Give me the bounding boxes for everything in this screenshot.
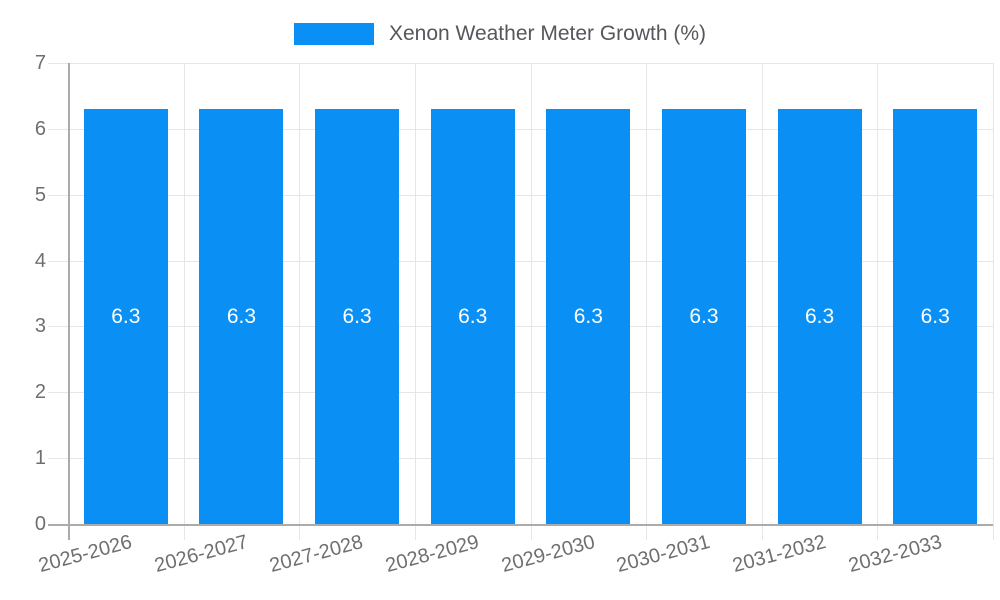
y-axis-tick-label: 4 [34, 249, 46, 272]
y-gridline [48, 392, 993, 394]
bar-value-label: 6.3 [226, 304, 257, 328]
y-gridline [48, 326, 993, 328]
y-gridline [48, 63, 993, 64]
y-gridline [48, 128, 993, 130]
x-gridline [530, 63, 532, 540]
x-axis-line [48, 524, 993, 526]
legend[interactable]: Xenon Weather Meter Growth (%) [0, 20, 1000, 48]
x-gridline [993, 63, 994, 540]
legend-label: Xenon Weather Meter Growth (%) [388, 22, 707, 45]
y-axis-tick-label: 0 [34, 513, 46, 535]
bar-2026-2027[interactable]: 6.3 [199, 109, 284, 524]
bar-value-label: 6.3 [689, 304, 719, 328]
y-axis-tick-label: 2 [34, 381, 46, 404]
y-gridline [48, 194, 993, 196]
x-axis-tick-label: 2029-2030 [498, 531, 598, 578]
x-axis-tick-label: 2031-2032 [730, 531, 829, 578]
bar-2029-2030[interactable]: 6.3 [546, 109, 631, 524]
y-gridline [48, 458, 993, 460]
bar-value-label: 6.3 [111, 304, 141, 328]
x-gridline [877, 63, 879, 540]
x-axis-tick-label: 2032-2033 [845, 531, 944, 578]
y-axis-tick-label: 1 [34, 447, 46, 470]
y-axis-tick-label: 3 [34, 315, 46, 338]
bar-2032-2033[interactable]: 6.3 [893, 109, 978, 524]
x-gridline [299, 63, 301, 540]
x-axis-tick-label: 2027-2028 [267, 531, 366, 578]
bar-2028-2029[interactable]: 6.3 [430, 109, 515, 524]
x-axis-tick-label: 2025-2026 [36, 531, 135, 578]
bar-value-label: 6.3 [342, 304, 372, 328]
x-axis-tick-label: 2026-2027 [152, 531, 251, 578]
legend-swatch-icon [293, 23, 374, 45]
x-gridline [414, 63, 416, 540]
bar-2030-2031[interactable]: 6.3 [661, 109, 746, 524]
x-axis-tick-label: 2030-2031 [614, 531, 713, 578]
bar-2031-2032[interactable]: 6.3 [777, 109, 862, 524]
bar-value-label: 6.3 [920, 304, 950, 328]
x-gridline [646, 63, 648, 540]
y-axis-tick-label: 7 [34, 52, 46, 74]
y-axis-tick-label: 5 [34, 183, 46, 206]
bar-value-label: 6.3 [458, 304, 488, 328]
x-gridline [761, 63, 763, 540]
x-gridline [183, 63, 185, 540]
y-gridline [48, 260, 993, 262]
bar-2025-2026[interactable]: 6.3 [83, 109, 168, 524]
y-axis-line [68, 63, 70, 540]
bar-value-label: 6.3 [573, 304, 603, 328]
bar-2027-2028[interactable]: 6.3 [315, 109, 400, 524]
y-axis-tick-label: 6 [34, 117, 46, 140]
x-axis-tick-label: 2028-2029 [383, 531, 482, 578]
bar-value-label: 6.3 [804, 304, 835, 328]
